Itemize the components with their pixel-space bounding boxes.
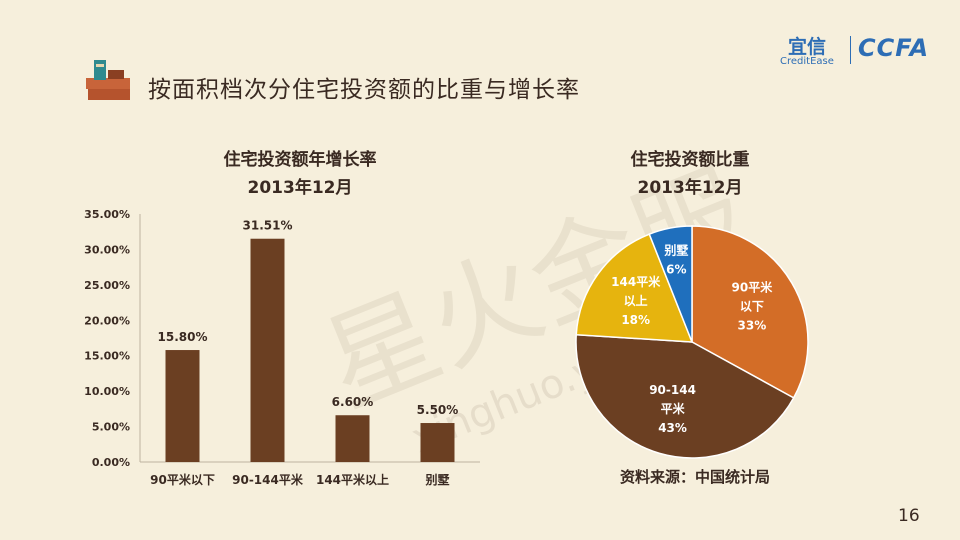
y-tick-label: 25.00% — [84, 279, 130, 292]
y-tick-label: 10.00% — [84, 385, 130, 398]
bar — [250, 238, 285, 462]
pie-slice — [648, 225, 693, 343]
bar-value-label: 5.50% — [417, 403, 459, 417]
pie-slice-label: 90平米以下 33% — [732, 280, 774, 333]
logo-divider — [850, 36, 851, 64]
bar-chart-title: 住宅投资额年增长率 2013年12月 — [150, 146, 450, 202]
logo-ccfa: CCFA — [858, 34, 930, 62]
bar-chart: 0.00% 5.00% 10.00% 15.00% 20.00% 25.00% 30.00%… — [84, 208, 480, 487]
pie-slice-label: 90-144 平米 43% — [649, 383, 696, 435]
pie-slice-label: 别墅 6% — [663, 243, 688, 276]
bar-chart-title-text: 住宅投资额年增长率 — [223, 150, 377, 170]
pie-slice — [691, 225, 809, 399]
x-tick-label: 别墅 — [424, 473, 449, 487]
bar-value-label: 31.51% — [243, 219, 293, 233]
bar — [165, 350, 200, 462]
x-tick-label: 144平米以上 — [316, 472, 389, 487]
y-tick-label: 5.00% — [92, 421, 130, 434]
x-tick-label: 90平米以下 — [150, 472, 215, 487]
pie-slice — [575, 333, 795, 459]
pie-slice-label: 144平米以上 18% — [611, 274, 661, 327]
bar-chart-subtitle: 2013年12月 — [247, 178, 353, 198]
logo-cn: 宜信 — [788, 36, 827, 58]
pie-chart-subtitle: 2013年12月 — [637, 178, 743, 198]
company-logo: 宜信 CreditEase CCFA — [780, 32, 940, 72]
y-tick-label: 30.00% — [84, 243, 130, 256]
bar-value-label: 6.60% — [332, 395, 374, 409]
bar — [335, 415, 370, 462]
y-tick-label: 35.00% — [84, 208, 130, 221]
pie-chart: 90平米以下 33% 90-144 平米 43% 144平米以上 18%别墅 6% — [575, 225, 809, 459]
y-tick-label: 15.00% — [84, 350, 130, 363]
bar — [420, 423, 455, 462]
pie-chart-title-text: 住宅投资额比重 — [630, 150, 750, 170]
bar-value-label: 15.80% — [158, 330, 208, 344]
data-source: 资料来源：中国统计局 — [619, 468, 770, 486]
x-tick-label: 90-144平米 — [232, 472, 304, 487]
books-icon — [86, 60, 130, 100]
page-title: 按面积档次分住宅投资额的比重与增长率 — [148, 77, 580, 103]
pie-chart-title: 住宅投资额比重 2013年12月 — [560, 146, 820, 202]
page-number: 16 — [898, 506, 920, 526]
logo-en: CreditEase — [780, 56, 834, 67]
y-tick-label: 20.00% — [84, 314, 130, 327]
y-tick-label: 0.00% — [92, 456, 130, 469]
pie-slice — [575, 233, 694, 343]
